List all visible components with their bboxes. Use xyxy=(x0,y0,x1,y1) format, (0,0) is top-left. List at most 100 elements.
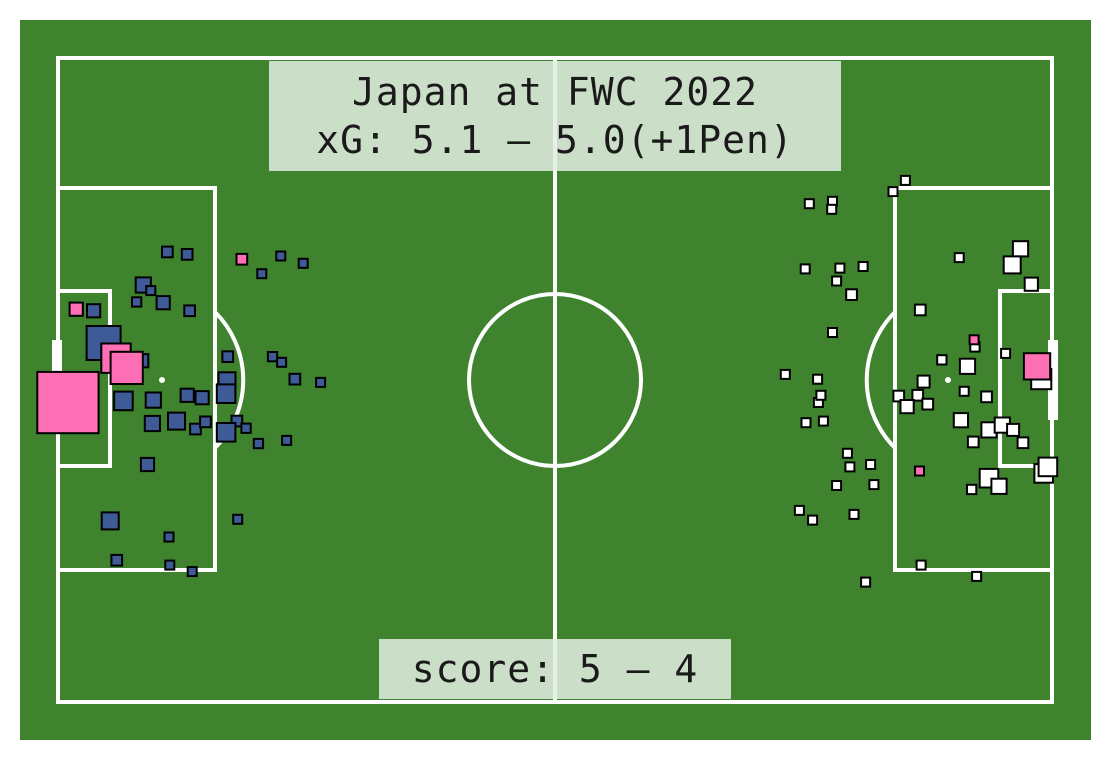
shot-marker-opponent-30 xyxy=(800,417,812,429)
shot-marker-opponent-49 xyxy=(990,477,1008,495)
shots-layer xyxy=(36,174,1059,588)
shot-marker-opponent-41 xyxy=(844,461,856,473)
shot-marker-japan-14 xyxy=(266,351,279,363)
shot-marker-opponent-22 xyxy=(812,373,824,385)
shot-marker-opponent-27 xyxy=(921,397,935,411)
right-penalty-arc xyxy=(864,310,897,450)
shot-marker-opponent-46 xyxy=(807,514,819,526)
shot-marker-opponent-53 xyxy=(915,559,927,571)
xg-subtitle: xG: 5.1 – 5.0(+1Pen) xyxy=(316,118,794,162)
shot-marker-japan-36 xyxy=(232,513,244,525)
shot-marker-opponent-42 xyxy=(865,459,877,470)
shot-marker-japan-3 xyxy=(297,257,309,269)
shot-marker-japan-29 xyxy=(215,422,237,443)
shot-marker-japan-32 xyxy=(281,434,293,446)
shot-marker-opponent-16 xyxy=(827,327,838,338)
shot-marker-opponent-9 xyxy=(834,262,846,274)
shot-marker-japan-8 xyxy=(145,285,157,297)
shot-marker-japan-4 xyxy=(256,268,268,280)
shot-marker-japan-26 xyxy=(189,422,202,436)
title-panel: Japan at FWC 2022 xG: 5.1 – 5.0(+1Pen) xyxy=(269,61,841,171)
shot-marker-opponent-50 xyxy=(966,483,978,496)
goal-marker-japan-44 xyxy=(36,370,100,435)
centre-circle xyxy=(467,292,643,468)
shot-marker-japan-39 xyxy=(186,566,198,578)
shot-marker-opponent-43 xyxy=(868,479,880,491)
shot-marker-japan-20 xyxy=(194,390,210,406)
goal-marker-japan-40 xyxy=(235,252,249,266)
shot-marker-japan-9 xyxy=(86,303,102,319)
shot-marker-japan-34 xyxy=(100,511,120,531)
shot-marker-japan-38 xyxy=(164,559,176,571)
shot-marker-opponent-0 xyxy=(899,174,911,186)
shot-marker-japan-31 xyxy=(252,437,265,450)
shot-marker-opponent-17 xyxy=(936,354,948,366)
shot-marker-japan-18 xyxy=(144,391,162,409)
shot-marker-opponent-10 xyxy=(857,261,869,272)
shot-marker-japan-23 xyxy=(315,376,327,388)
shot-marker-opponent-6 xyxy=(1011,240,1030,258)
shot-marker-japan-24 xyxy=(143,414,162,433)
shot-marker-japan-35 xyxy=(163,531,175,543)
shot-marker-opponent-26 xyxy=(899,399,915,415)
shot-marker-opponent-52 xyxy=(1037,456,1059,478)
shot-marker-japan-17 xyxy=(113,390,134,412)
right-goal xyxy=(1048,340,1058,420)
shot-marker-opponent-12 xyxy=(845,288,858,301)
shot-marker-opponent-11 xyxy=(831,275,843,287)
shot-marker-opponent-14 xyxy=(913,303,927,317)
goal-marker-opponent-56 xyxy=(968,334,980,346)
shot-marker-opponent-38 xyxy=(966,435,980,449)
shot-marker-opponent-18 xyxy=(1000,347,1012,359)
shot-marker-opponent-5 xyxy=(953,252,965,264)
shot-marker-japan-25 xyxy=(167,411,186,431)
shot-marker-opponent-45 xyxy=(793,504,805,516)
shot-marker-opponent-33 xyxy=(980,390,993,404)
shot-marker-japan-2 xyxy=(275,250,287,262)
shot-marker-opponent-23 xyxy=(916,374,931,389)
shot-marker-opponent-21 xyxy=(779,368,791,380)
shot-marker-japan-7 xyxy=(155,295,171,311)
shot-marker-opponent-13 xyxy=(1023,276,1039,292)
shot-marker-opponent-44 xyxy=(831,480,843,491)
shot-marker-japan-21 xyxy=(215,383,237,404)
shot-marker-japan-15 xyxy=(276,356,288,368)
shot-marker-opponent-25 xyxy=(892,389,906,403)
goal-marker-opponent-57 xyxy=(1022,352,1052,381)
shot-marker-opponent-4 xyxy=(826,203,838,215)
chart-title: Japan at FWC 2022 xyxy=(352,70,758,114)
goal-marker-japan-43 xyxy=(109,350,144,385)
shot-marker-opponent-54 xyxy=(971,570,983,582)
shot-marker-opponent-24 xyxy=(911,388,925,402)
shot-marker-opponent-39 xyxy=(1016,436,1030,450)
goal-marker-japan-41 xyxy=(68,301,84,317)
shot-marker-opponent-47 xyxy=(848,508,860,520)
shot-marker-opponent-1 xyxy=(887,186,899,198)
shot-marker-opponent-32 xyxy=(958,385,970,397)
shot-marker-japan-27 xyxy=(199,415,212,429)
shot-marker-opponent-31 xyxy=(817,415,829,427)
shot-marker-japan-37 xyxy=(110,553,124,567)
shot-marker-opponent-40 xyxy=(841,447,853,459)
shot-marker-opponent-7 xyxy=(1002,255,1022,275)
shot-marker-opponent-8 xyxy=(799,263,811,275)
shot-marker-opponent-29 xyxy=(815,389,827,401)
shot-marker-japan-28 xyxy=(230,414,244,428)
shot-marker-japan-19 xyxy=(179,387,195,403)
shot-marker-opponent-19 xyxy=(958,357,977,375)
shot-marker-opponent-55 xyxy=(860,576,872,588)
shot-marker-japan-0 xyxy=(161,245,174,259)
right-penalty-spot xyxy=(945,377,951,383)
shot-marker-opponent-37 xyxy=(1006,422,1021,437)
shot-marker-japan-6 xyxy=(131,296,143,308)
score-label: score: 5 – 4 xyxy=(379,639,731,699)
shot-marker-japan-10 xyxy=(183,304,197,318)
shot-marker-japan-33 xyxy=(139,456,156,473)
left-penalty-spot xyxy=(159,377,165,383)
shot-marker-japan-13 xyxy=(221,350,235,363)
shot-marker-opponent-2 xyxy=(803,198,815,210)
shot-marker-opponent-34 xyxy=(952,412,969,429)
shot-marker-japan-1 xyxy=(180,248,194,261)
shot-marker-japan-30 xyxy=(240,422,252,434)
goal-marker-opponent-58 xyxy=(914,465,925,477)
